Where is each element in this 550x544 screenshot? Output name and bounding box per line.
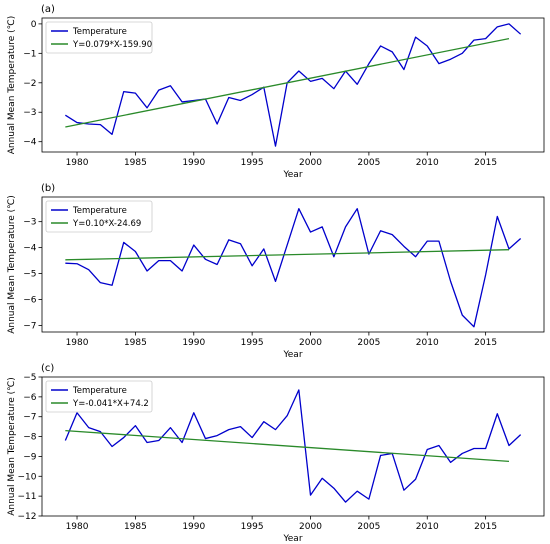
axes-frame bbox=[41, 376, 545, 517]
x-axis-label: Year bbox=[282, 534, 302, 544]
chart-panel-2: 1980 1985 1990 1995 2000 2005 2010 2015 −7 −6 −5 −4… bbox=[7, 183, 545, 360]
y-tick-label: −11 bbox=[18, 492, 37, 502]
y-tick-label: −4 bbox=[23, 138, 37, 148]
y-tick-label: −9 bbox=[23, 452, 37, 462]
y-tick-label: −6 bbox=[23, 296, 37, 306]
x-tick-label: 2010 bbox=[416, 158, 439, 168]
y-tick-label: −2 bbox=[23, 79, 36, 89]
x-tick-label: 2015 bbox=[474, 158, 497, 168]
y-tick-label: −5 bbox=[23, 270, 36, 280]
legend-label: Temperature bbox=[72, 27, 127, 37]
legend-label: Temperature bbox=[72, 386, 127, 396]
y-tick-label: −1 bbox=[23, 49, 36, 59]
x-tick-label: 2000 bbox=[299, 338, 322, 348]
y-tick-label: −10 bbox=[18, 472, 37, 482]
x-tick-label: 2010 bbox=[416, 338, 439, 348]
temperature-line bbox=[64, 389, 522, 503]
x-axis-label: Year bbox=[282, 350, 302, 360]
trend-line bbox=[65, 37, 510, 128]
x-tick-label: 1990 bbox=[182, 338, 205, 348]
y-tick-label: −12 bbox=[18, 512, 37, 522]
x-tick-label: 1995 bbox=[241, 158, 264, 168]
x-tick-label: 1990 bbox=[182, 158, 205, 168]
y-axis-label: Annual Mean Temperature (℃) bbox=[7, 377, 17, 516]
y-tick-label: −8 bbox=[23, 433, 37, 443]
axes-frame bbox=[41, 17, 545, 153]
legend-label: Temperature bbox=[72, 206, 127, 216]
x-tick-label: 2005 bbox=[357, 522, 380, 532]
legend bbox=[45, 200, 153, 233]
x-axis-label: Year bbox=[282, 170, 302, 180]
y-tick-label: −5 bbox=[23, 373, 36, 383]
x-tick-label: 1985 bbox=[124, 338, 147, 348]
x-tick-label: 1985 bbox=[124, 522, 147, 532]
x-tick-label: 1980 bbox=[66, 158, 89, 168]
y-tick-label: −7 bbox=[23, 413, 36, 423]
temperature-line bbox=[65, 208, 522, 328]
x-tick-label: 1985 bbox=[124, 158, 147, 168]
legend bbox=[45, 380, 153, 413]
trend-line bbox=[65, 249, 509, 261]
x-tick-label: 2015 bbox=[474, 338, 497, 348]
legend bbox=[45, 21, 153, 54]
x-tick-label: 2010 bbox=[416, 522, 439, 532]
x-tick-label: 2005 bbox=[357, 158, 380, 168]
y-tick-label: 0 bbox=[31, 20, 37, 30]
x-tick-label: 1990 bbox=[182, 522, 205, 532]
temperature-line bbox=[65, 23, 522, 147]
legend-label: Y=0.10*X-24.69 bbox=[72, 219, 141, 229]
chart-panel-1: 1980 1985 1990 1995 2000 2005 2010 2015 −4 −3 −2 −1… bbox=[7, 4, 545, 180]
y-axis-label: Annual Mean Temperature (℃) bbox=[7, 195, 17, 334]
chart-panel-3: 1980 1985 1990 1995 2000 2005 2010 2015 −12 −11 −1… bbox=[7, 363, 545, 544]
x-tick-label: 2000 bbox=[299, 158, 322, 168]
legend-label: Y=0.079*X-159.90 bbox=[72, 40, 152, 50]
panel-title: (b) bbox=[41, 183, 55, 194]
panel-title: (c) bbox=[41, 363, 54, 374]
y-axis-label: Annual Mean Temperature (℃) bbox=[7, 16, 17, 155]
x-tick-label: 1995 bbox=[241, 522, 264, 532]
legend-label: Y=-0.041*X+74.2 bbox=[72, 399, 149, 409]
panel-title: (a) bbox=[41, 4, 55, 15]
y-tick-label: −6 bbox=[23, 393, 37, 403]
x-tick-label: 1980 bbox=[66, 338, 89, 348]
y-tick-label: −4 bbox=[23, 244, 37, 254]
y-tick-label: −3 bbox=[23, 218, 36, 228]
x-tick-label: 1980 bbox=[66, 522, 89, 532]
axes-frame bbox=[41, 196, 545, 333]
y-tick-label: −7 bbox=[23, 322, 36, 332]
y-tick-label: −3 bbox=[23, 108, 36, 118]
x-tick-label: 1995 bbox=[241, 338, 264, 348]
x-tick-label: 2015 bbox=[474, 522, 497, 532]
x-tick-label: 2000 bbox=[299, 522, 322, 532]
trend-line bbox=[65, 429, 510, 463]
x-tick-label: 2005 bbox=[357, 338, 380, 348]
